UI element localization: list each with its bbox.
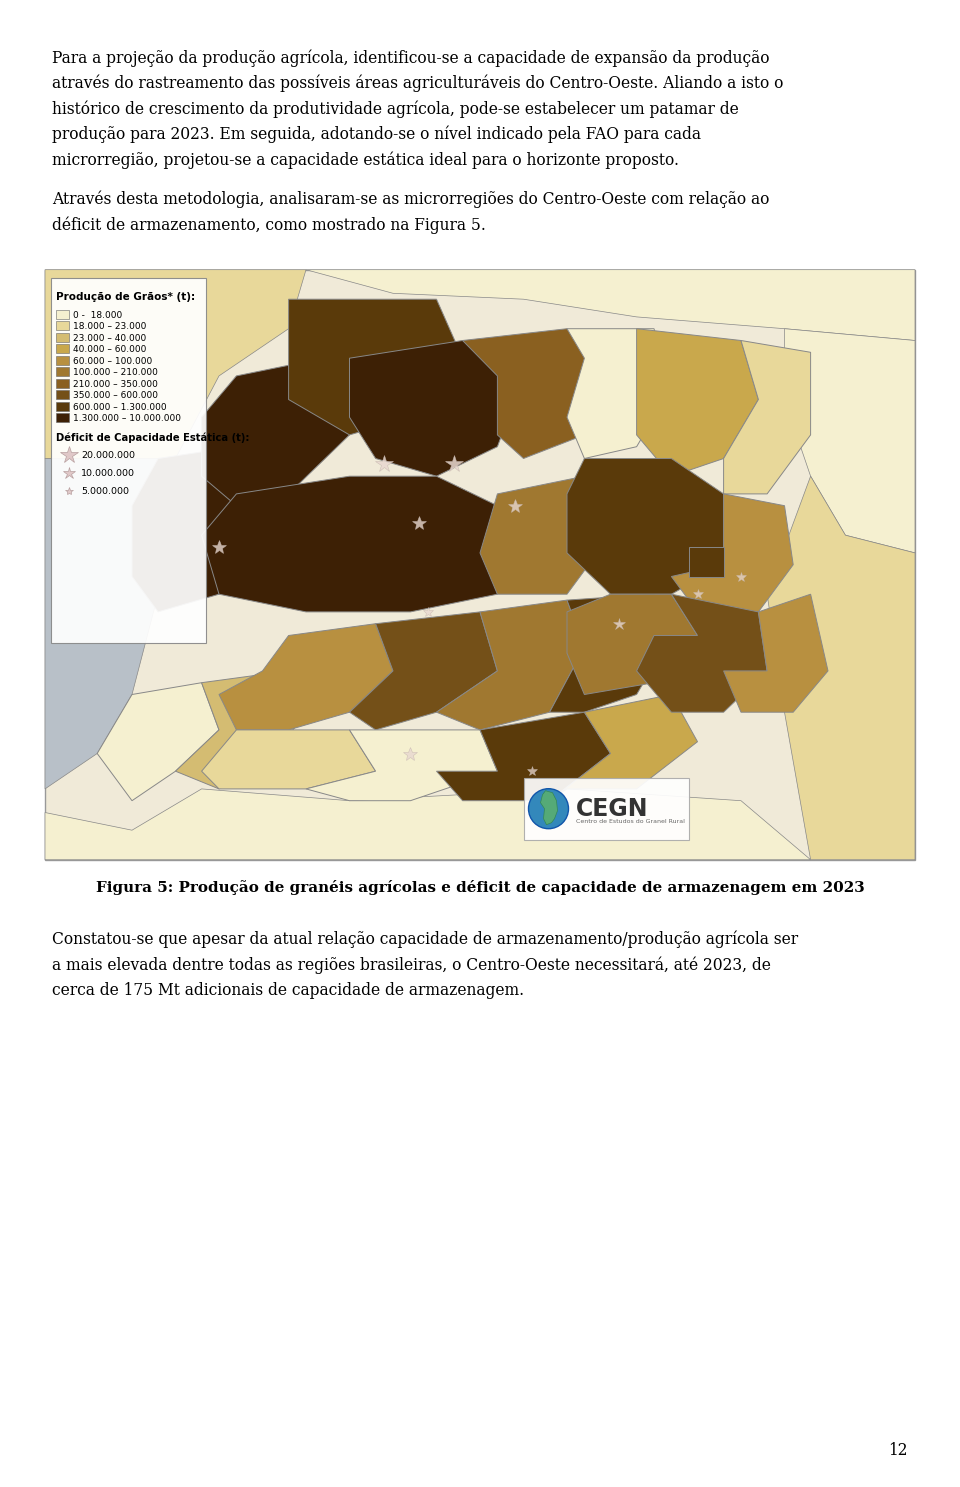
Polygon shape [567,595,698,694]
Polygon shape [567,458,724,595]
Polygon shape [97,683,219,800]
Text: através do rastreamento das possíveis áreas agriculturáveis do Centro-Oeste. Ali: através do rastreamento das possíveis ár… [52,74,783,92]
Text: Através desta metodologia, analisaram-se as microrregiões do Centro-Oeste com re: Através desta metodologia, analisaram-se… [52,190,769,208]
Bar [56,413,69,422]
Polygon shape [132,446,262,611]
Polygon shape [549,595,671,712]
Bar [56,321,69,330]
Text: 23.000 – 40.000: 23.000 – 40.000 [73,333,146,342]
Polygon shape [688,547,724,577]
Text: produção para 2023. Em seguida, adotando-se o nível indicado pela FAO para cada: produção para 2023. Em seguida, adotando… [52,126,701,143]
Polygon shape [567,329,671,458]
Text: a mais elevada dentre todas as regiões brasileiras, o Centro-Oeste necessitará, : a mais elevada dentre todas as regiões b… [52,956,771,974]
Polygon shape [306,269,915,341]
Text: Para a projeção da produção agrícola, identificou-se a capacidade de expansão da: Para a projeção da produção agrícola, id… [52,49,770,67]
Polygon shape [202,476,497,611]
Text: 18.000 – 23.000: 18.000 – 23.000 [73,323,146,332]
Text: 60.000 – 100.000: 60.000 – 100.000 [73,357,153,366]
Polygon shape [724,341,810,494]
Bar [45,269,915,859]
Text: 600.000 – 1.300.000: 600.000 – 1.300.000 [73,403,167,412]
Text: CEGN: CEGN [575,797,648,821]
Bar [523,778,688,840]
Text: 10.000.000: 10.000.000 [81,468,135,477]
Polygon shape [540,791,558,825]
Text: histórico de crescimento da produtividade agrícola, pode-se estabelecer um patam: histórico de crescimento da produtividad… [52,100,739,117]
Bar [56,333,69,342]
Polygon shape [437,601,585,730]
Polygon shape [176,671,306,790]
Polygon shape [289,299,463,434]
Polygon shape [45,269,306,458]
Polygon shape [306,730,497,800]
Polygon shape [349,341,523,476]
Text: 40.000 – 60.000: 40.000 – 60.000 [73,345,146,354]
Text: 100.000 – 210.000: 100.000 – 210.000 [73,369,157,378]
Text: 12: 12 [889,1442,908,1459]
Text: Produção de Grãos* (t):: Produção de Grãos* (t): [56,291,195,302]
Bar [56,343,69,354]
Text: Centro de Estudos do Granel Rural: Centro de Estudos do Granel Rural [575,819,684,824]
Polygon shape [636,595,767,712]
Bar [56,401,69,410]
Polygon shape [671,494,793,611]
Polygon shape [724,595,828,712]
Text: microrregião, projetou-se a capacidade estática ideal para o horizonte proposto.: microrregião, projetou-se a capacidade e… [52,152,679,168]
Circle shape [529,788,568,828]
Bar [56,355,69,364]
Polygon shape [480,476,611,595]
Text: Figura 5: Produção de granéis agrícolas e déficit de capacidade de armazenagem e: Figura 5: Produção de granéis agrícolas … [96,880,864,895]
Text: cerca de 175 Mt adicionais de capacidade de armazenagem.: cerca de 175 Mt adicionais de capacidade… [52,981,524,999]
Text: 5.000.000: 5.000.000 [81,486,129,495]
Polygon shape [784,329,915,553]
Polygon shape [45,790,810,859]
Polygon shape [219,623,393,730]
Polygon shape [349,611,497,730]
Text: 350.000 – 600.000: 350.000 – 600.000 [73,391,158,400]
Polygon shape [549,694,698,800]
Text: Déficit de Capacidade Estática (t):: Déficit de Capacidade Estática (t): [56,433,250,443]
Polygon shape [45,458,176,790]
Bar [56,309,69,318]
Polygon shape [767,476,915,859]
Text: déficit de armazenamento, como mostrado na Figura 5.: déficit de armazenamento, como mostrado … [52,216,486,233]
Polygon shape [463,329,611,458]
Bar [56,367,69,376]
Bar [51,278,206,642]
Text: 20.000.000: 20.000.000 [81,451,135,459]
Bar [56,390,69,399]
Polygon shape [636,329,758,476]
Bar [56,379,69,388]
Text: 1.300.000 – 10.000.000: 1.300.000 – 10.000.000 [73,415,181,424]
Polygon shape [202,358,349,506]
Text: 210.000 – 350.000: 210.000 – 350.000 [73,379,157,388]
Text: Constatou-se que apesar da atual relação capacidade de armazenamento/produção ag: Constatou-se que apesar da atual relação… [52,931,798,949]
Text: 0 -  18.000: 0 - 18.000 [73,311,122,320]
Polygon shape [202,730,375,790]
Polygon shape [437,712,611,800]
